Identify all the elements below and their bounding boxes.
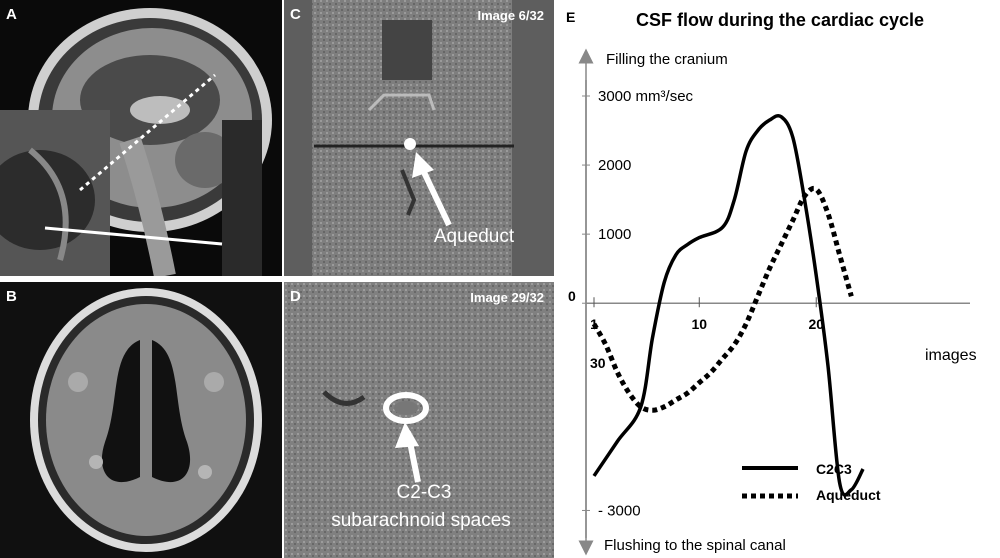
y-tick-label: 3000 mm³/sec	[598, 88, 694, 105]
panel-b-label: B	[6, 288, 17, 305]
x-axis-label: images	[925, 347, 977, 364]
c2c3-ring	[383, 392, 429, 424]
y-tick-label: - 3000	[598, 502, 641, 519]
chart-legend: C2C3 Aqueduct	[742, 461, 881, 503]
panel-e-label: E	[566, 9, 575, 25]
y-ticks: 3000 mm³/sec 2000 1000 0 - 3000	[568, 88, 694, 519]
panel-d-phase-contrast-c2c3: D Image 29/32 C2-C3 subarachnoid spaces	[284, 282, 554, 558]
series-layer	[591, 113, 865, 497]
panel-a-label: A	[6, 6, 17, 23]
chart-title: CSF flow during the cardiac cycle	[636, 10, 924, 30]
aqueduct-arrow	[419, 166, 452, 227]
aqueduct-annotation: Aqueduct	[433, 226, 515, 247]
chart-ylabel-bottom: Flushing to the spinal canal	[604, 537, 786, 554]
phase-contrast-c2c3-image	[284, 282, 554, 558]
aqueduct-slice-line	[79, 73, 216, 192]
aqueduct-spot	[404, 138, 416, 150]
y-tick-label: 2000	[598, 157, 631, 174]
panel-d-image-tag: Image 29/32	[470, 290, 544, 305]
x-tick-label: 10	[691, 316, 707, 332]
sagittal-mri-image	[0, 0, 282, 276]
y-tick-label: 1000	[598, 226, 631, 243]
series-line-c2c3	[592, 113, 865, 497]
c2c3-slice-line	[44, 226, 223, 246]
panel-c-image-tag: Image 6/32	[477, 8, 545, 23]
panel-a-sagittal-mri: A	[0, 0, 282, 276]
panel-c-phase-contrast-aqueduct: C Image 6/32 Aqueduct	[284, 0, 554, 276]
csf-flow-chart: E CSF flow during the cardiac cycle Fill…	[566, 9, 977, 556]
panel-b-axial-mri: B	[0, 282, 282, 558]
panel-d-label: D	[290, 288, 301, 305]
chart-ylabel-top: Filling the cranium	[606, 51, 728, 68]
y-tick-label: 0	[568, 288, 576, 304]
phase-contrast-aqueduct-image	[284, 0, 554, 276]
c2c3-annotation-line1: C2-C3	[396, 482, 452, 503]
x-tick-label-30: 30	[590, 355, 606, 371]
series-line-aqueduct	[591, 185, 854, 413]
axial-mri-image	[0, 282, 282, 558]
x-tick-label: 20	[808, 316, 824, 332]
legend-label-c2c3: C2C3	[816, 461, 852, 477]
c2c3-annotation-line2: subarachnoid spaces	[331, 510, 511, 531]
panel-c-label: C	[290, 6, 301, 23]
legend-label-aqueduct: Aqueduct	[816, 487, 881, 503]
